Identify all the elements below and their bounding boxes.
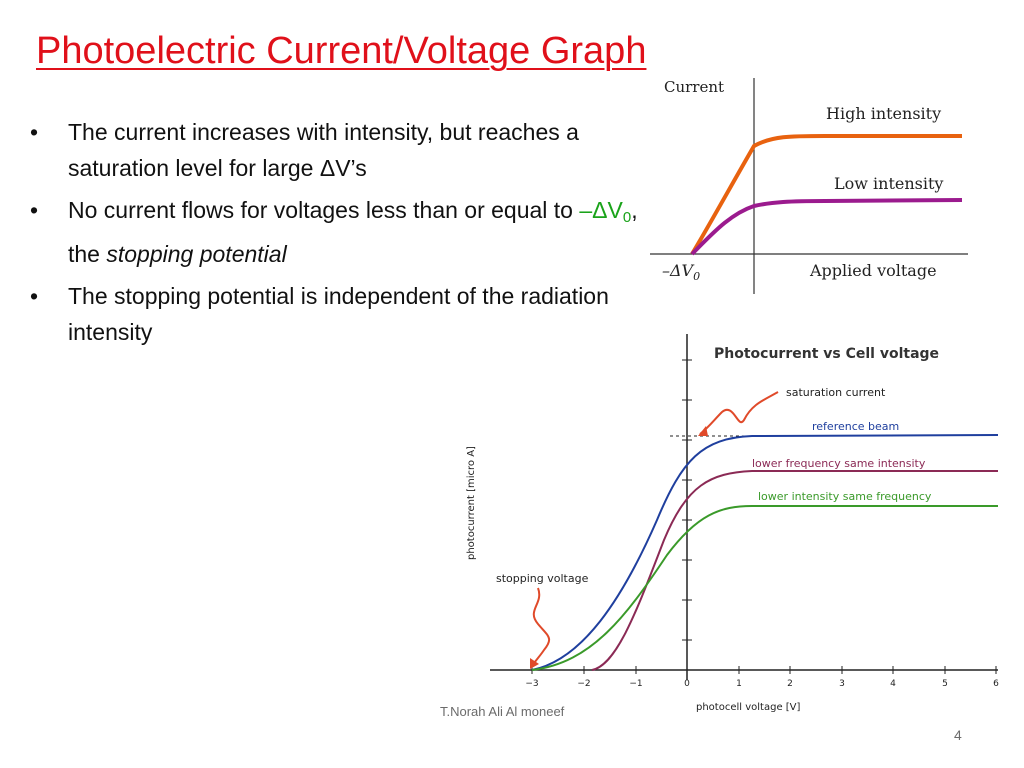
bullet-item: • The stopping potential is independent o… (28, 278, 648, 350)
graph2-x-tick-labels: −3 −2 −1 0 1 2 3 4 5 6 (525, 679, 999, 689)
series-label-lower-intensity: lower intensity same frequency (758, 490, 932, 503)
graph1-x-label: Applied voltage (809, 261, 937, 280)
footer-author: T.Norah Ali Al moneef (440, 704, 565, 719)
saturation-arrowhead (698, 426, 708, 436)
stopping-arrowhead (530, 658, 539, 669)
bullet-dot: • (30, 197, 39, 223)
graph2-title: Photocurrent vs Cell voltage (714, 346, 939, 362)
saturation-arrow (699, 391, 779, 435)
tick-label: 4 (890, 679, 896, 689)
bullet-text: No current flows for voltages less than … (68, 197, 580, 223)
series-lower-frequency (591, 470, 998, 671)
tick-label: 2 (787, 679, 793, 689)
photocurrent-graph: Photocurrent vs Cell voltage −3 −2 −1 0 … (452, 330, 1012, 720)
slide-title: Photoelectric Current/Voltage Graph (36, 30, 647, 72)
series-label-lower-frequency: lower frequency same intensity (752, 457, 926, 470)
stopping-potential-term: stopping potential (106, 241, 287, 267)
stopping-symbol: –ΔV0 (579, 197, 632, 226)
tick-label: 1 (736, 679, 742, 689)
tick-label: −1 (629, 679, 642, 689)
tick-label: 0 (684, 679, 690, 689)
series-reference-beam (531, 434, 999, 671)
graph1-y-label: Current (664, 78, 724, 96)
tick-label: 3 (839, 679, 845, 689)
bullet-text: The stopping potential is independent of… (68, 283, 609, 345)
tick-label: 6 (993, 679, 999, 689)
bullet-item: • No current flows for voltages less than… (28, 192, 648, 272)
bullet-dot: • (30, 283, 39, 309)
stopping-arrow (531, 587, 551, 667)
bullet-dot: • (30, 119, 39, 145)
graph1-low-label: Low intensity (834, 174, 943, 193)
tick-label: 5 (942, 679, 948, 689)
page-number: 4 (954, 727, 962, 743)
bullet-text: The current increases with intensity, bu… (68, 119, 579, 181)
current-voltage-graph: Current High intensity Low intensity App… (650, 78, 968, 294)
tick-label: −3 (525, 679, 538, 689)
graph2-background (452, 330, 1012, 720)
annotation-stopping: stopping voltage (496, 572, 589, 585)
annotation-saturation: saturation current (786, 386, 886, 399)
graph1-low-intensity-curve (690, 198, 963, 256)
graph1-high-intensity-curve (690, 134, 962, 256)
bullet-list: • The current increases with intensity, b… (28, 114, 648, 356)
graph2-y-label: photocurrent [micro A] (466, 446, 477, 560)
tick-label: −2 (577, 679, 590, 689)
graph1-high-label: High intensity (826, 104, 941, 123)
bullet-item: • The current increases with intensity, b… (28, 114, 648, 186)
graph2-y-ticks (682, 359, 692, 641)
graph1-stop-label: –ΔV0 (662, 261, 700, 283)
graph2-x-label: photocell voltage [V] (696, 702, 801, 713)
series-label-reference: reference beam (812, 420, 899, 433)
series-lower-intensity (531, 505, 998, 671)
